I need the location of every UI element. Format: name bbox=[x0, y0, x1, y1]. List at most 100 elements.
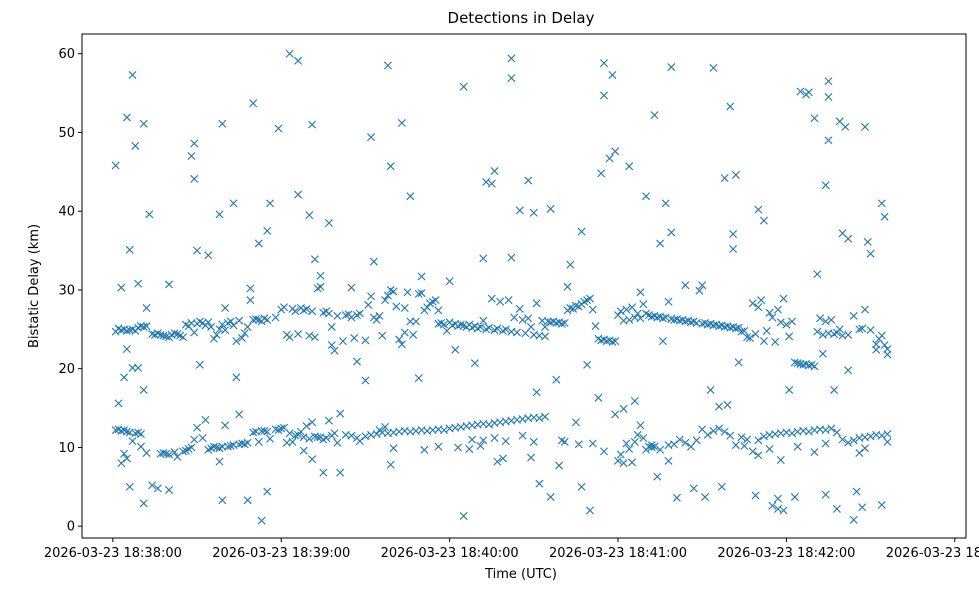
detection-point bbox=[532, 299, 541, 308]
detection-point bbox=[765, 445, 774, 454]
detection-point bbox=[557, 319, 566, 328]
detection-point bbox=[263, 226, 272, 235]
detection-point bbox=[445, 277, 454, 286]
detection-point bbox=[821, 439, 830, 448]
y-tick-label: 30 bbox=[58, 283, 75, 298]
detection-point bbox=[838, 435, 847, 444]
detection-point bbox=[249, 428, 258, 437]
detection-point bbox=[249, 99, 258, 108]
detection-point bbox=[139, 119, 148, 128]
detection-point bbox=[336, 409, 345, 418]
detection-point bbox=[179, 447, 188, 456]
detection-point bbox=[768, 313, 777, 322]
detection-point bbox=[883, 430, 892, 439]
detection-point bbox=[630, 437, 639, 446]
detection-point bbox=[355, 437, 364, 446]
detection-point bbox=[209, 334, 218, 343]
detection-point bbox=[754, 436, 763, 445]
detection-point bbox=[824, 93, 833, 101]
detection-point bbox=[844, 438, 853, 447]
scatter-marks bbox=[111, 49, 892, 525]
detection-point bbox=[737, 433, 746, 442]
detection-point bbox=[215, 457, 224, 466]
detection-point bbox=[193, 246, 202, 255]
detection-point bbox=[729, 230, 738, 239]
detection-point bbox=[731, 170, 740, 179]
detection-point bbox=[226, 317, 235, 326]
detection-point bbox=[541, 412, 550, 421]
detection-point bbox=[383, 291, 392, 300]
detection-point bbox=[706, 385, 715, 394]
detection-point bbox=[142, 448, 151, 457]
detection-point bbox=[420, 445, 429, 454]
detection-point bbox=[117, 283, 126, 292]
detection-point bbox=[490, 433, 499, 442]
detection-point bbox=[285, 429, 294, 438]
detection-point bbox=[650, 442, 659, 451]
detection-point bbox=[720, 174, 729, 183]
detection-point bbox=[616, 450, 625, 459]
detection-point bbox=[664, 297, 673, 306]
detection-point bbox=[128, 70, 137, 79]
detection-point bbox=[243, 322, 252, 331]
detection-point bbox=[667, 315, 676, 324]
detection-point bbox=[397, 118, 406, 127]
detection-point bbox=[658, 314, 667, 323]
detection-point bbox=[378, 331, 387, 340]
detection-point bbox=[636, 314, 645, 323]
detection-point bbox=[574, 440, 583, 449]
detection-point bbox=[240, 329, 249, 338]
detection-point bbox=[243, 438, 252, 447]
x-tick-label: 2026-03-23 18:41:00 bbox=[549, 546, 687, 561]
detection-point bbox=[501, 437, 510, 446]
detection-point bbox=[844, 366, 853, 375]
detection-point bbox=[350, 333, 359, 342]
detection-point bbox=[308, 418, 317, 427]
detection-point bbox=[552, 375, 561, 384]
detection-point bbox=[619, 459, 628, 468]
detection-point bbox=[215, 210, 224, 219]
detection-point bbox=[355, 309, 364, 318]
detection-point bbox=[650, 111, 659, 120]
detection-point bbox=[111, 161, 120, 170]
detection-point bbox=[863, 237, 872, 246]
detection-point bbox=[459, 511, 468, 520]
detection-point bbox=[527, 453, 536, 462]
detection-point bbox=[546, 204, 555, 213]
y-axis-ticks: 0 10 20 30 40 50 60 bbox=[58, 47, 82, 535]
detection-point bbox=[136, 430, 145, 439]
detection-point bbox=[599, 91, 608, 100]
detection-point bbox=[235, 440, 244, 449]
chart-title: Detections in Delay bbox=[448, 9, 595, 27]
detection-point bbox=[479, 254, 488, 263]
detection-point bbox=[639, 433, 648, 442]
detection-point bbox=[717, 482, 726, 491]
detection-point bbox=[347, 431, 356, 440]
y-tick-label: 0 bbox=[67, 520, 75, 535]
detection-point bbox=[858, 324, 867, 333]
detection-point bbox=[515, 206, 524, 215]
detection-point bbox=[877, 331, 886, 340]
detection-point bbox=[779, 506, 788, 515]
detection-point bbox=[577, 482, 586, 491]
y-tick-label: 50 bbox=[58, 126, 75, 141]
detection-point bbox=[395, 335, 404, 344]
detection-point bbox=[636, 288, 645, 297]
detection-point bbox=[327, 322, 336, 331]
detection-point bbox=[470, 359, 479, 368]
detection-point bbox=[827, 424, 836, 433]
detection-point bbox=[824, 136, 833, 145]
plot-frame bbox=[81, 33, 967, 539]
detection-point bbox=[120, 373, 129, 382]
detection-point bbox=[125, 482, 134, 491]
detection-point bbox=[310, 333, 319, 342]
detection-point bbox=[729, 244, 738, 253]
detection-point bbox=[754, 205, 763, 214]
detection-point bbox=[835, 325, 844, 334]
detection-point bbox=[414, 289, 423, 298]
detection-point bbox=[319, 468, 328, 477]
detection-point bbox=[336, 468, 345, 477]
detection-point bbox=[249, 315, 258, 324]
detection-point bbox=[588, 439, 597, 448]
detection-point bbox=[585, 294, 594, 303]
